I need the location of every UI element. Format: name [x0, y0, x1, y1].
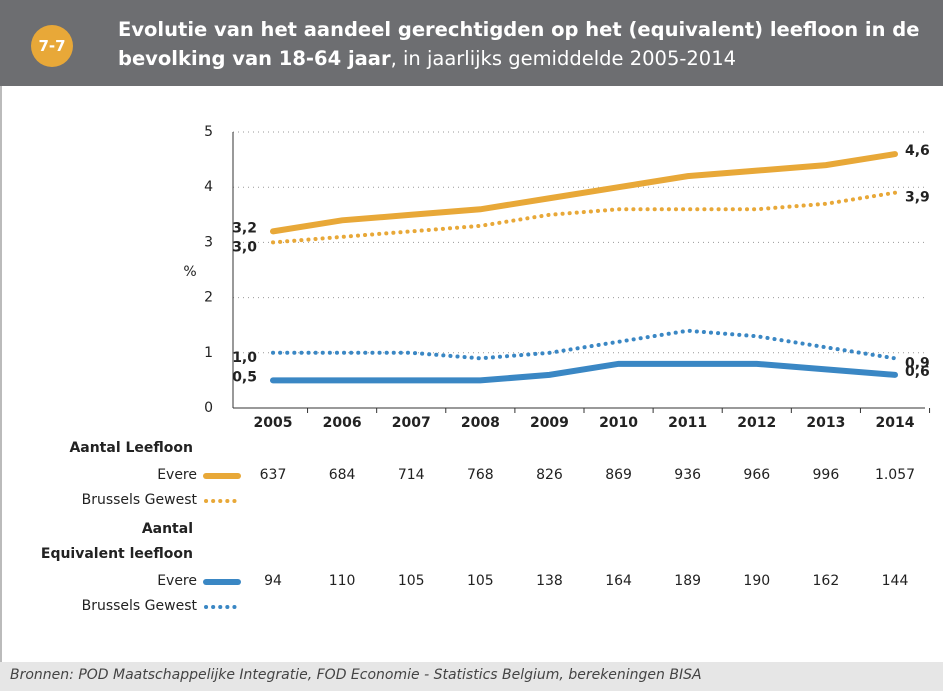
subtitle: , in jaarlijks gemiddelde 2005-2014	[390, 47, 737, 70]
data-label: 0,9	[905, 355, 930, 371]
table-cell: 189	[674, 573, 701, 589]
group-label: Aantal	[142, 521, 193, 537]
chart-title: Evolutie van het aandeel gerechtigden op…	[118, 15, 923, 73]
y-axis-label: %	[183, 264, 196, 280]
table-cell: 936	[674, 467, 701, 483]
y-tick-label: 1	[204, 345, 213, 361]
header: 7-7 Evolutie van het aandeel gerechtigde…	[0, 0, 943, 86]
table-cell: 869	[605, 467, 632, 483]
footer: Bronnen: POD Maatschappelijke Integratie…	[0, 662, 943, 691]
table-cell: 768	[467, 467, 494, 483]
table-cell: 684	[329, 467, 356, 483]
x-tick-label: 2011	[668, 415, 707, 431]
chart: % 0 1 2 3 4 5 2005 2006 2007 2008 2009 2010 2011 2012…	[41, 124, 931, 614]
table-cell: 110	[329, 573, 356, 589]
y-tick-label: 0	[204, 400, 213, 416]
table-cell: 190	[743, 573, 770, 589]
x-tick-label: 2006	[323, 415, 362, 431]
frame	[0, 86, 943, 662]
table-cell: 144	[882, 573, 909, 589]
y-tick-label: 5	[204, 124, 213, 140]
x-tick-label: 2010	[599, 415, 638, 431]
table-cell: 714	[398, 467, 425, 483]
table-cell: 105	[467, 573, 494, 589]
y-tick-label: 2	[204, 290, 213, 306]
data-label: 1,0	[232, 350, 257, 366]
table-cell: 164	[605, 573, 632, 589]
series-line	[270, 151, 898, 235]
legend-label: Evere	[157, 573, 197, 589]
data-label: 0,5	[232, 369, 257, 385]
series-line	[270, 360, 898, 384]
table-cell: 996	[813, 467, 840, 483]
group-label: Aantal Leefloon	[69, 440, 193, 456]
x-tick-label: 2008	[461, 415, 500, 431]
table-cell: 1.057	[875, 467, 915, 483]
legend-label: Brussels Gewest	[82, 492, 198, 508]
data-label: 3,0	[232, 239, 257, 255]
table-cell: 105	[398, 573, 425, 589]
group-label: Equivalent leefloon	[41, 546, 193, 562]
table-cell: 162	[813, 573, 840, 589]
data-label: 0,6	[905, 364, 930, 380]
table-cell: 94	[264, 573, 282, 589]
table-cell: 826	[536, 467, 563, 483]
y-tick-label: 3	[204, 234, 213, 250]
x-tick-label: 2005	[254, 415, 293, 431]
data-label: 3,9	[905, 190, 930, 206]
x-tick-label: 2014	[876, 415, 915, 431]
x-tick-label: 2007	[392, 415, 431, 431]
legend-label: Evere	[157, 467, 197, 483]
source: Bronnen: POD Maatschappelijke Integratie…	[10, 667, 702, 683]
y-tick-label: 4	[204, 179, 213, 195]
title-bold: Evolutie van het aandeel gerechtigden op…	[118, 18, 920, 70]
legend-label: Brussels Gewest	[82, 598, 198, 614]
series-line	[271, 328, 897, 361]
data-label: 4,6	[905, 143, 930, 159]
badge: 7-7	[31, 25, 73, 67]
table-cell: 966	[743, 467, 770, 483]
x-tick-label: 2009	[530, 415, 569, 431]
table-cell: 637	[260, 467, 287, 483]
x-tick-label: 2013	[806, 415, 845, 431]
x-tick-label: 2012	[737, 415, 776, 431]
series-line	[271, 190, 897, 245]
data-label: 3,2	[232, 220, 257, 236]
table-cell: 138	[536, 573, 563, 589]
